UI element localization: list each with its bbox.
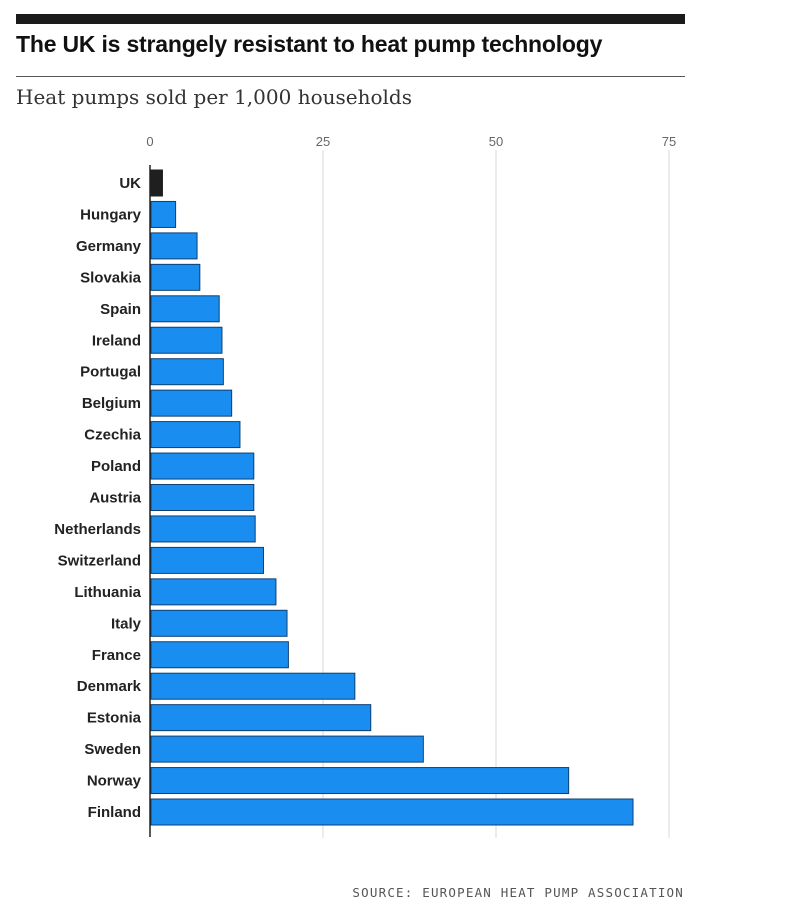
x-tick-label-0: 0 (146, 134, 153, 149)
title-divider (16, 76, 685, 77)
gridlines (322, 150, 670, 838)
bar-czechia (150, 421, 241, 449)
category-label-hungary: Hungary (80, 206, 142, 223)
bar-belgium (150, 389, 233, 417)
bar-lithuania (150, 578, 277, 606)
bar-netherlands (150, 515, 256, 543)
chart-subtitle: Heat pumps sold per 1,000 households (16, 85, 412, 109)
bar-spain (150, 295, 220, 323)
source-note: SOURCE: EUROPEAN HEAT PUMP ASSOCIATION (352, 885, 684, 900)
bar-portugal (150, 358, 224, 386)
bar-finland (150, 798, 634, 826)
bar-slovakia (150, 263, 201, 291)
category-label-denmark: Denmark (77, 678, 142, 695)
chart-title: The UK is strangely resistant to heat pu… (16, 31, 603, 57)
bar-switzerland (150, 546, 264, 574)
category-label-finland: Finland (88, 804, 141, 821)
category-label-estonia: Estonia (87, 710, 142, 727)
bar-denmark (150, 672, 356, 700)
bar-austria (150, 484, 255, 511)
bar-ireland (150, 326, 223, 354)
x-tick-label-75: 75 (662, 134, 676, 149)
category-label-germany: Germany (76, 238, 142, 255)
bar-poland (150, 452, 255, 480)
category-label-switzerland: Switzerland (58, 552, 141, 569)
bar-uk (150, 169, 163, 197)
category-label-italy: Italy (111, 615, 142, 632)
category-label-uk: UK (119, 175, 141, 192)
category-label-portugal: Portugal (80, 364, 141, 381)
category-label-spain: Spain (100, 301, 141, 318)
category-label-austria: Austria (89, 490, 141, 507)
bar-france (150, 641, 289, 669)
category-label-france: France (92, 647, 141, 664)
bar-germany (150, 232, 198, 260)
category-label-ireland: Ireland (92, 332, 141, 349)
x-tick-label-50: 50 (489, 134, 503, 149)
category-label-sweden: Sweden (84, 741, 141, 758)
category-label-norway: Norway (87, 773, 142, 790)
category-label-belgium: Belgium (82, 395, 141, 412)
bar-italy (150, 609, 288, 637)
header-rule-bar (16, 14, 685, 24)
category-label-poland: Poland (91, 458, 141, 475)
category-label-lithuania: Lithuania (74, 584, 141, 601)
bar-norway (150, 767, 570, 795)
x-tick-label-25: 25 (316, 134, 330, 149)
category-label-netherlands: Netherlands (54, 521, 141, 538)
bar-estonia (150, 704, 372, 732)
bars (150, 169, 634, 826)
bar-hungary (150, 200, 177, 228)
category-label-czechia: Czechia (84, 427, 141, 444)
category-label-slovakia: Slovakia (80, 269, 142, 286)
bar-sweden (150, 735, 424, 763)
x-axis-ticks: 0 25 50 75 (146, 134, 676, 149)
category-labels: UK Hungary Germany Slovakia Spain Ireland Port… (54, 175, 141, 821)
